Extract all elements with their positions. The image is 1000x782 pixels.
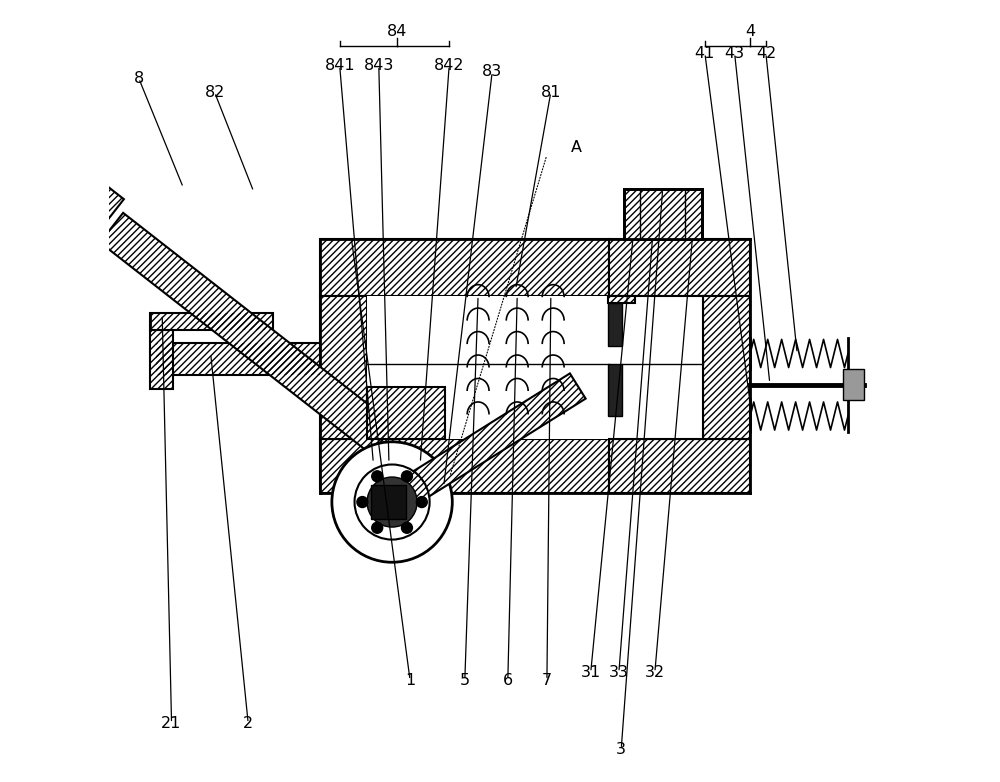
- Polygon shape: [371, 485, 406, 519]
- Text: 4: 4: [745, 23, 755, 39]
- Polygon shape: [156, 343, 320, 375]
- Polygon shape: [384, 374, 586, 515]
- Polygon shape: [608, 296, 635, 303]
- Polygon shape: [609, 239, 750, 296]
- Text: 83: 83: [482, 64, 502, 80]
- Text: 3: 3: [616, 741, 626, 757]
- Text: 31: 31: [581, 665, 601, 680]
- Polygon shape: [150, 313, 273, 330]
- Text: 5: 5: [460, 673, 470, 688]
- Polygon shape: [320, 296, 367, 439]
- Polygon shape: [703, 296, 750, 439]
- Text: 843: 843: [364, 58, 394, 74]
- Polygon shape: [150, 330, 173, 389]
- Text: 7: 7: [542, 673, 552, 688]
- Polygon shape: [609, 439, 750, 493]
- Polygon shape: [367, 387, 445, 439]
- Polygon shape: [609, 296, 703, 439]
- Polygon shape: [320, 439, 609, 493]
- Text: 6: 6: [503, 673, 513, 688]
- Text: 21: 21: [161, 716, 182, 731]
- Text: 32: 32: [645, 665, 665, 680]
- Circle shape: [332, 442, 452, 562]
- Polygon shape: [624, 189, 702, 239]
- Circle shape: [372, 522, 383, 533]
- Text: 81: 81: [541, 84, 561, 100]
- Circle shape: [372, 471, 383, 482]
- Circle shape: [401, 471, 412, 482]
- Polygon shape: [367, 296, 609, 439]
- Text: 43: 43: [725, 45, 745, 61]
- Text: 42: 42: [756, 45, 776, 61]
- Polygon shape: [843, 369, 864, 400]
- Text: 1: 1: [405, 673, 415, 688]
- Polygon shape: [608, 303, 622, 346]
- Circle shape: [401, 522, 412, 533]
- Polygon shape: [608, 364, 622, 416]
- Text: 842: 842: [434, 58, 464, 74]
- Circle shape: [357, 497, 368, 508]
- Text: 8: 8: [134, 70, 144, 86]
- Polygon shape: [65, 182, 124, 246]
- Text: 33: 33: [609, 665, 629, 680]
- Text: 841: 841: [324, 58, 355, 74]
- Circle shape: [416, 497, 427, 508]
- Circle shape: [367, 477, 417, 527]
- Circle shape: [355, 465, 430, 540]
- Text: 82: 82: [204, 84, 225, 100]
- Polygon shape: [100, 213, 394, 454]
- Text: 41: 41: [695, 45, 715, 61]
- Text: 2: 2: [243, 716, 253, 731]
- Polygon shape: [320, 239, 609, 296]
- Text: A: A: [570, 139, 581, 155]
- Text: 84: 84: [387, 23, 407, 39]
